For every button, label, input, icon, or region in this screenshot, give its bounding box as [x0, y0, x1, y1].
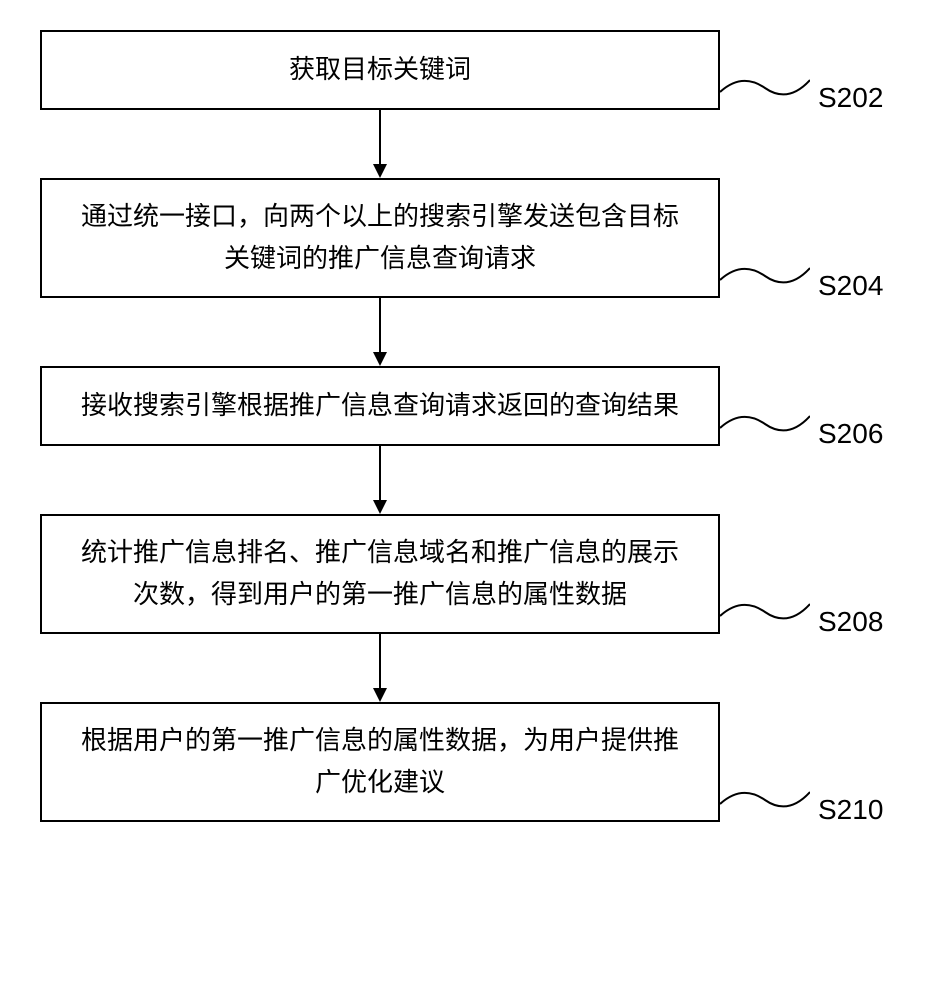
step-text: 通过统一接口，向两个以上的搜索引擎发送包含目标关键词的推广信息查询请求	[72, 196, 688, 279]
label-group: S202	[720, 26, 883, 106]
step-label: S208	[818, 606, 883, 638]
arrow-wrap	[40, 634, 720, 702]
arrow-down-icon	[370, 110, 390, 178]
squiggle-connector	[720, 778, 810, 818]
flow-step: 通过统一接口，向两个以上的搜索引擎发送包含目标关键词的推广信息查询请求 S204	[40, 178, 900, 298]
arrow-down-icon	[370, 446, 390, 514]
step-box-s208: 统计推广信息排名、推广信息域名和推广信息的展示次数，得到用户的第一推广信息的属性…	[40, 514, 720, 634]
step-label: S210	[818, 794, 883, 826]
arrow-wrap	[40, 298, 720, 366]
step-text: 获取目标关键词	[289, 49, 471, 91]
step-text: 根据用户的第一推广信息的属性数据，为用户提供推广优化建议	[72, 720, 688, 803]
flow-step: 根据用户的第一推广信息的属性数据，为用户提供推广优化建议 S210	[40, 702, 900, 822]
label-group: S210	[720, 698, 883, 818]
label-group: S208	[720, 510, 883, 630]
step-text: 接收搜索引擎根据推广信息查询请求返回的查询结果	[81, 385, 679, 427]
flowchart-container: 获取目标关键词 S202 通过统一接口，向两个以上的搜索引擎发送包含目标关键词的…	[40, 30, 900, 822]
squiggle-connector	[720, 66, 810, 106]
flow-step: 获取目标关键词 S202	[40, 30, 900, 110]
flow-step: 统计推广信息排名、推广信息域名和推广信息的展示次数，得到用户的第一推广信息的属性…	[40, 514, 900, 634]
step-box-s210: 根据用户的第一推广信息的属性数据，为用户提供推广优化建议	[40, 702, 720, 822]
step-label: S206	[818, 418, 883, 450]
step-box-s206: 接收搜索引擎根据推广信息查询请求返回的查询结果	[40, 366, 720, 446]
step-label: S202	[818, 82, 883, 114]
step-text: 统计推广信息排名、推广信息域名和推广信息的展示次数，得到用户的第一推广信息的属性…	[72, 532, 688, 615]
flow-step: 接收搜索引擎根据推广信息查询请求返回的查询结果 S206	[40, 366, 900, 446]
label-group: S204	[720, 174, 883, 294]
arrow-down-icon	[370, 298, 390, 366]
arrow-down-icon	[370, 634, 390, 702]
step-box-s204: 通过统一接口，向两个以上的搜索引擎发送包含目标关键词的推广信息查询请求	[40, 178, 720, 298]
step-label: S204	[818, 270, 883, 302]
squiggle-connector	[720, 590, 810, 630]
arrow-wrap	[40, 110, 720, 178]
arrow-wrap	[40, 446, 720, 514]
squiggle-connector	[720, 254, 810, 294]
squiggle-connector	[720, 402, 810, 442]
label-group: S206	[720, 362, 883, 442]
step-box-s202: 获取目标关键词	[40, 30, 720, 110]
